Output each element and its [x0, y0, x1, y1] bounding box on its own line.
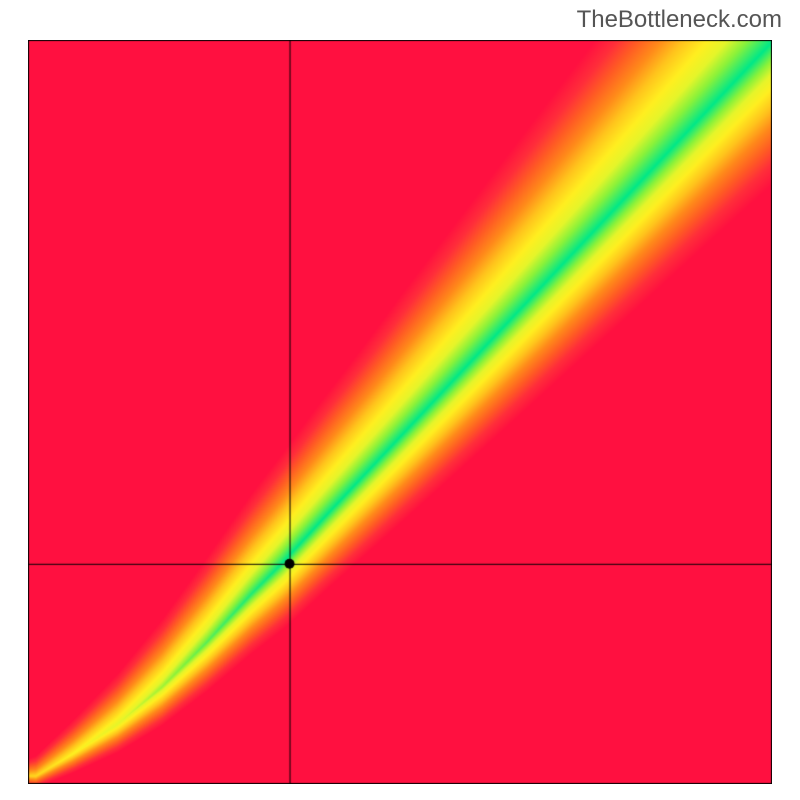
chart-container: TheBottleneck.com [0, 0, 800, 800]
heatmap-plot [28, 40, 772, 784]
watermark-text: TheBottleneck.com [577, 6, 782, 34]
heatmap-canvas [28, 40, 772, 784]
